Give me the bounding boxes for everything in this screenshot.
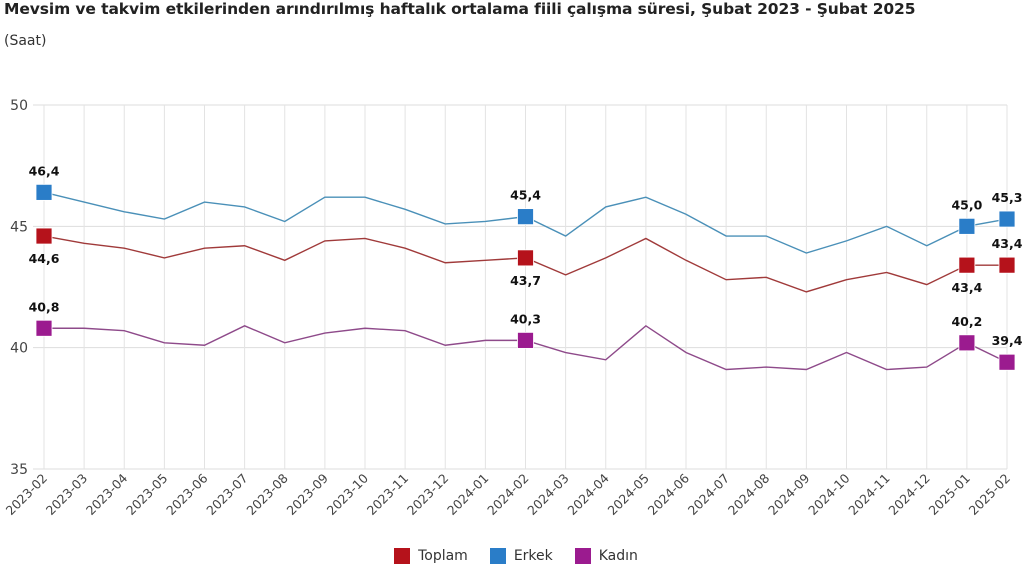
data-labels: 44,6 43,7 43,4 43,4 46,4 45,4 45,0 45,3 40,8 40,3… bbox=[29, 163, 1023, 348]
x-tick-label: 2023-08 bbox=[243, 470, 291, 518]
x-tick-label: 2023-04 bbox=[83, 470, 131, 518]
x-tick-label: 2023-03 bbox=[43, 471, 91, 519]
x-tick-label: 2024-01 bbox=[444, 471, 492, 519]
x-tick-label: 2024-10 bbox=[805, 470, 853, 518]
x-axis: 2023-022023-032023-042023-052023-062023-… bbox=[3, 470, 1014, 518]
legend-item-kadin[interactable]: Kadın bbox=[567, 548, 638, 564]
grid bbox=[33, 104, 1008, 470]
legend-label: Kadın bbox=[598, 548, 638, 564]
x-tick-label: 2025-01 bbox=[925, 471, 973, 519]
data-label: 40,3 bbox=[510, 311, 541, 326]
x-tick-label: 2024-08 bbox=[725, 470, 773, 518]
y-axis: 35 40 45 50 bbox=[10, 98, 28, 478]
legend-label: Erkek bbox=[513, 548, 553, 564]
x-tick-label: 2023-09 bbox=[283, 470, 331, 518]
x-tick-label: 2023-07 bbox=[203, 471, 251, 519]
x-tick-label: 2024-05 bbox=[604, 471, 652, 519]
data-label: 39,4 bbox=[992, 333, 1023, 348]
y-tick-label: 45 bbox=[10, 219, 28, 235]
line-chart: 35 40 45 50 2023-022023-032023-042023-05202… bbox=[3, 98, 1023, 518]
x-tick-label: 2024-04 bbox=[564, 470, 612, 518]
series-markers bbox=[35, 183, 1016, 371]
data-marker bbox=[958, 217, 976, 235]
data-marker bbox=[517, 249, 534, 267]
data-label: 40,8 bbox=[29, 299, 60, 314]
x-tick-label: 2023-12 bbox=[404, 471, 452, 519]
x-tick-label: 2024-11 bbox=[845, 471, 893, 519]
y-tick-label: 35 bbox=[10, 462, 28, 478]
x-tick-label: 2024-09 bbox=[765, 470, 813, 518]
data-marker bbox=[998, 210, 1016, 228]
data-label: 43,7 bbox=[510, 273, 541, 288]
y-tick-label: 50 bbox=[10, 98, 28, 114]
data-label: 46,4 bbox=[29, 163, 60, 178]
x-tick-label: 2025-02 bbox=[966, 471, 1014, 519]
x-tick-label: 2024-12 bbox=[885, 471, 933, 519]
x-tick-label: 2024-02 bbox=[484, 471, 532, 519]
data-marker bbox=[998, 353, 1016, 371]
legend-swatch-kadin bbox=[574, 548, 591, 564]
legend-item-toplam[interactable]: Toplam bbox=[386, 548, 468, 564]
data-marker bbox=[35, 319, 53, 337]
data-label: 45,4 bbox=[510, 188, 541, 203]
data-marker bbox=[35, 227, 53, 245]
legend: Toplam Erkek Kadın bbox=[0, 548, 1024, 564]
data-marker bbox=[998, 256, 1016, 274]
x-tick-label: 2024-03 bbox=[524, 471, 572, 519]
legend-swatch-toplam bbox=[394, 548, 411, 564]
legend-swatch-erkek bbox=[489, 548, 506, 564]
x-tick-label: 2024-06 bbox=[645, 470, 693, 518]
x-tick-label: 2024-07 bbox=[685, 471, 733, 519]
x-tick-label: 2023-06 bbox=[163, 470, 211, 518]
data-marker bbox=[35, 183, 53, 201]
legend-item-erkek[interactable]: Erkek bbox=[482, 548, 553, 564]
x-tick-label: 2023-05 bbox=[123, 471, 171, 519]
data-marker bbox=[958, 334, 976, 352]
x-tick-label: 2023-10 bbox=[324, 470, 372, 518]
data-marker bbox=[958, 256, 976, 274]
legend-label: Toplam bbox=[418, 548, 468, 564]
data-marker bbox=[517, 331, 534, 349]
data-label: 40,2 bbox=[951, 314, 982, 329]
data-marker bbox=[517, 208, 534, 226]
data-label: 45,0 bbox=[951, 197, 982, 212]
data-label: 44,6 bbox=[29, 251, 60, 266]
data-label: 43,4 bbox=[992, 236, 1023, 251]
y-tick-label: 40 bbox=[10, 341, 28, 357]
x-tick-label: 2023-11 bbox=[364, 471, 412, 519]
chart-subtitle: (Saat) bbox=[4, 33, 47, 49]
chart-title: Mevsim ve takvim etkilerinden arındırılm… bbox=[4, 0, 916, 18]
data-label: 45,3 bbox=[992, 190, 1023, 205]
data-label: 43,4 bbox=[951, 280, 982, 295]
